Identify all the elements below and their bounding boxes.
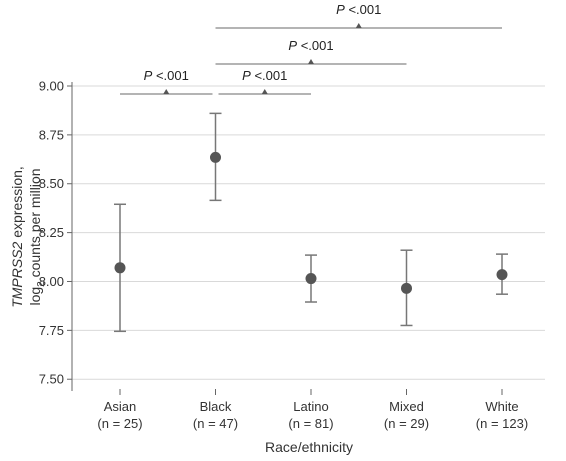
x-tick-label: Black xyxy=(200,399,232,414)
y-axis-title-2: log2 counts per million xyxy=(27,168,47,305)
y-tick-label: 8.25 xyxy=(39,225,64,240)
x-tick-label: White xyxy=(485,399,518,414)
significance-marker xyxy=(308,59,314,64)
x-tick-label: Latino xyxy=(293,399,328,414)
significance-label-value: <.001 xyxy=(251,68,288,83)
significance-label-p: P xyxy=(288,38,297,53)
significance-label: P <.001 xyxy=(144,68,189,83)
x-tick-label: Mixed xyxy=(389,399,424,414)
x-tick-label-n: (n = 81) xyxy=(288,416,333,431)
x-tick-label: Asian xyxy=(104,399,137,414)
y-axis-title-gene: TMPRSS2 xyxy=(9,241,25,307)
data-point xyxy=(401,282,412,294)
significance-marker xyxy=(261,89,268,94)
x-tick-label-n: (n = 47) xyxy=(193,416,238,431)
y-axis-title-line1: expression, xyxy=(9,166,25,241)
significance-label-p: P xyxy=(336,2,345,17)
y-tick-label: 9.00 xyxy=(39,79,64,94)
significance-label-p: P xyxy=(242,68,251,83)
data-point xyxy=(114,262,126,274)
significance-label-p: P xyxy=(144,68,153,83)
significance-label: P <.001 xyxy=(242,68,287,83)
data-point xyxy=(305,273,317,285)
y-axis-title-line2: counts per million xyxy=(27,168,43,281)
y-axis-title-sub: 2 xyxy=(36,281,47,287)
x-tick-label-n: (n = 25) xyxy=(97,416,142,431)
significance-label-value: <.001 xyxy=(345,2,382,17)
y-tick-label: 8.50 xyxy=(39,176,64,191)
x-tick-label-n: (n = 29) xyxy=(384,416,429,431)
significance-label-value: <.001 xyxy=(297,38,334,53)
y-tick-label: 8.75 xyxy=(39,127,64,142)
significance-marker xyxy=(163,89,170,94)
significance-marker xyxy=(355,23,362,28)
y-tick-label: 8.00 xyxy=(39,274,64,289)
y-axis-title: TMPRSS2 expression, xyxy=(9,166,25,308)
significance-label: P <.001 xyxy=(288,38,333,53)
x-tick-label-n: (n = 123) xyxy=(476,416,528,431)
x-axis-title: Race/ethnicity xyxy=(265,439,353,455)
significance-label: P <.001 xyxy=(336,2,381,17)
data-point xyxy=(496,269,508,281)
y-tick-label: 7.75 xyxy=(39,323,64,338)
data-point xyxy=(210,151,221,163)
significance-label-value: <.001 xyxy=(152,68,189,83)
y-axis-title-log: log xyxy=(27,287,43,306)
y-tick-label: 7.50 xyxy=(39,372,64,387)
